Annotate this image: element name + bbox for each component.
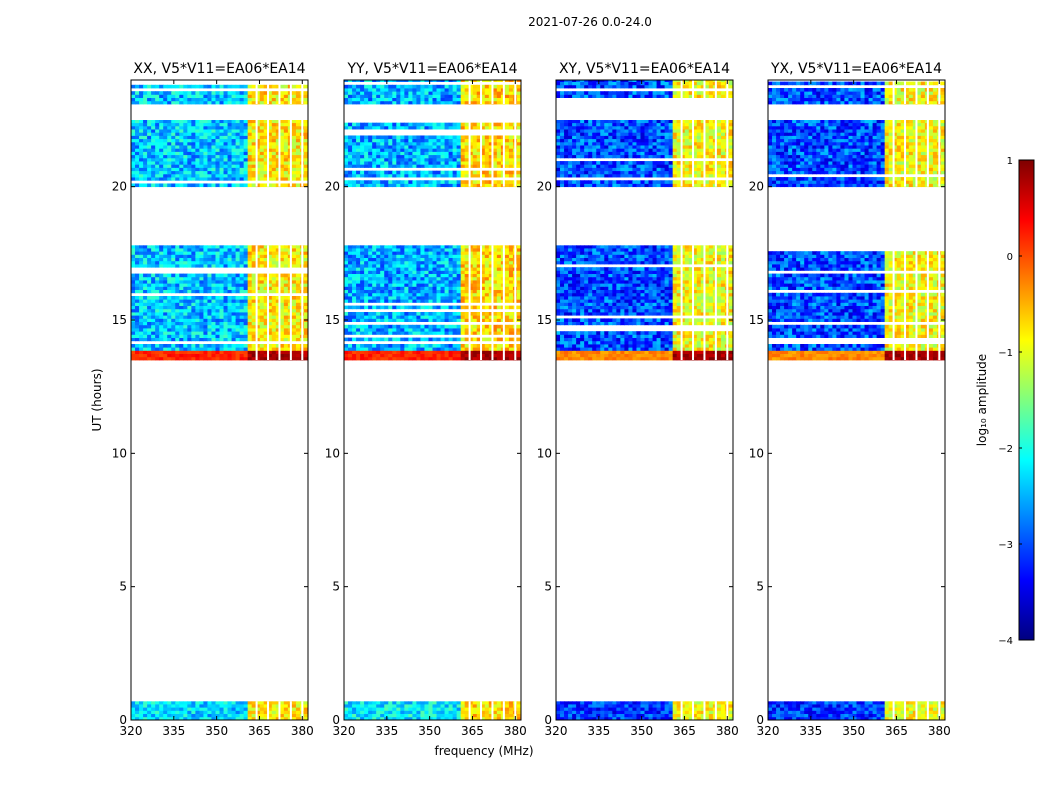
y-tick-label: 10 [537,446,552,460]
y-tick-label: 0 [544,713,552,727]
y-tick-label: 15 [325,313,340,327]
y-tick-label: 15 [112,313,127,327]
panels-group: XX, V5*V11=EA06*EA14 320 335 350 365 380 0 5 10 1… [112,61,951,738]
x-tick-label: 335 [375,724,398,738]
x-axis-label: frequency (MHz) [434,744,533,758]
y-tick-label: 20 [325,180,340,194]
y-axis-label: UT (hours) [90,368,104,431]
y-tick-label: 10 [749,446,764,460]
y-tick-label: 20 [537,180,552,194]
panel-frame [343,79,522,721]
y-tick-label: 10 [325,446,340,460]
heatmap-image [556,80,733,720]
x-tick-label: 380 [291,724,314,738]
x-tick-label: 320 [545,724,568,738]
x-tick-label: 320 [120,724,143,738]
x-tick-label: 335 [587,724,610,738]
x-tick-label: 380 [928,724,951,738]
panel-title: YY, V5*V11=EA06*EA14 [346,61,517,77]
x-tick-label: 320 [333,724,356,738]
x-tick-label: 320 [757,724,780,738]
colorbar-tick-label: −3 [998,540,1013,551]
x-tick-label: 350 [205,724,228,738]
y-tick-label: 20 [112,180,127,194]
y-tick-label: 5 [544,580,552,594]
colorbar-tick-label: −1 [998,348,1013,359]
panel-1: XX, V5*V11=EA06*EA14 320 335 350 365 380 0 5 10 1… [112,61,314,738]
colorbar-gradient [1018,159,1035,641]
colorbar-tick-label: 1 [1007,156,1013,167]
colorbar-label: log₁₀ amplitude [975,354,989,446]
x-tick-label: 365 [461,724,484,738]
x-tick-label: 365 [673,724,696,738]
heatmap-image [131,80,308,720]
colorbar: 1 0 −1 −2 −3 −4 log₁₀ amplitude [975,156,1035,647]
heatmap-image [344,80,521,720]
panel-frame [555,79,734,721]
panel-4: YX, V5*V11=EA06*EA14 320 335 350 365 380 0 5 10 1… [749,61,951,738]
y-tick-label: 15 [537,313,552,327]
x-tick-label: 380 [716,724,739,738]
panel-frame [767,79,946,721]
x-tick-label: 365 [248,724,271,738]
x-tick-label: 350 [842,724,865,738]
y-tick-label: 20 [749,180,764,194]
x-tick-label: 335 [162,724,185,738]
panel-title: XX, V5*V11=EA06*EA14 [133,61,305,77]
panel-frame [130,79,309,721]
y-tick-label: 5 [332,580,340,594]
colorbar-tick-label: −2 [998,444,1013,455]
y-tick-label: 0 [332,713,340,727]
y-tick-label: 5 [756,580,764,594]
y-tick-label: 5 [119,580,127,594]
x-tick-label: 365 [885,724,908,738]
x-tick-label: 350 [418,724,441,738]
x-tick-label: 335 [799,724,822,738]
colorbar-tick-label: 0 [1007,252,1013,263]
y-tick-label: 0 [119,713,127,727]
y-tick-label: 0 [756,713,764,727]
x-tick-label: 380 [504,724,527,738]
x-tick-label: 350 [630,724,653,738]
panel-title: XY, V5*V11=EA06*EA14 [559,61,730,77]
y-tick-label: 10 [112,446,127,460]
y-tick-label: 15 [749,313,764,327]
figure-suptitle: 2021-07-26 0.0-24.0 [528,15,652,29]
colorbar-tick-label: −4 [998,636,1013,647]
panel-3: XY, V5*V11=EA06*EA14 320 335 350 365 380 0 5 10 1… [537,61,739,738]
heatmap-image [768,80,945,720]
panel-title: YX, V5*V11=EA06*EA14 [770,61,942,77]
panel-2: YY, V5*V11=EA06*EA14 320 335 350 365 380 0 5 10 1… [325,61,527,738]
